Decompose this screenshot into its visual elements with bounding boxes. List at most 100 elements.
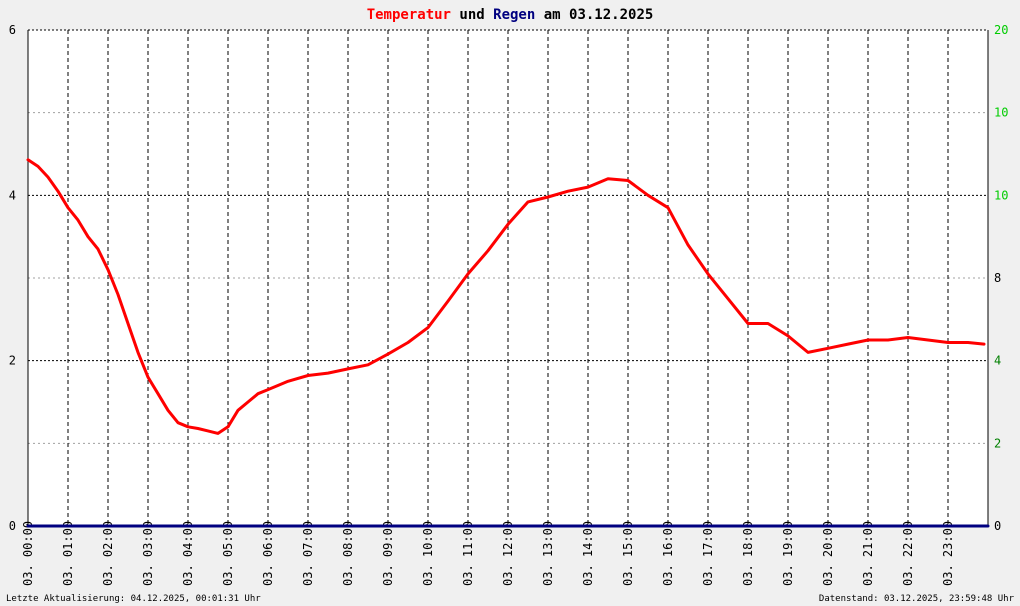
x-tick-label: 03. 23:00 bbox=[941, 521, 955, 586]
temperature-point bbox=[967, 341, 969, 344]
temperature-point bbox=[707, 273, 709, 275]
temperature-point bbox=[137, 351, 139, 354]
temperature-point bbox=[907, 336, 909, 339]
left-tick-label: 4 bbox=[9, 188, 16, 202]
temperature-point bbox=[147, 376, 149, 379]
footer-last-update: Letzte Aktualisierung: 04.12.2025, 00:01… bbox=[6, 594, 261, 604]
right-tick-label: 10 bbox=[994, 106, 1008, 120]
x-tick-label: 03. 17:00 bbox=[701, 521, 715, 586]
chart-title: Temperatur und Regen am 03.12.2025 bbox=[367, 7, 654, 23]
temperature-point bbox=[927, 339, 929, 341]
temperature-point bbox=[567, 190, 569, 192]
temperature-point bbox=[307, 374, 309, 377]
left-tick-label: 2 bbox=[9, 354, 16, 368]
temperature-point bbox=[267, 388, 269, 391]
temperature-point bbox=[667, 206, 669, 209]
temperature-point bbox=[67, 206, 69, 209]
x-tick-label: 03. 11:00 bbox=[461, 521, 475, 586]
left-axis-ticks: 0 2 4 6 bbox=[9, 23, 16, 533]
temperature-point bbox=[367, 364, 369, 366]
grid bbox=[27, 29, 989, 526]
series-layer bbox=[26, 158, 990, 528]
x-tick-label: 03. 04:00 bbox=[181, 521, 195, 586]
temperature-point bbox=[237, 409, 239, 412]
x-tick-label: 03. 08:00 bbox=[341, 521, 355, 586]
x-tick-label: 03. 12:00 bbox=[501, 521, 515, 586]
right-tick-label: 8 bbox=[994, 271, 1001, 285]
temperature-point bbox=[547, 196, 549, 198]
temperature-point bbox=[867, 339, 869, 341]
temperature-point bbox=[787, 335, 789, 337]
temperature-point bbox=[347, 368, 349, 370]
temperature-point bbox=[527, 201, 529, 203]
x-axis-ticks: 03. 00:00 03. 01:00 03. 02:00 03. 03:00 03. … bbox=[21, 521, 955, 586]
temperature-point bbox=[57, 190, 59, 192]
temperature-point bbox=[467, 273, 469, 275]
temperature-point bbox=[107, 268, 109, 271]
temperature-point bbox=[77, 219, 79, 221]
temperature-point bbox=[587, 186, 589, 188]
temperature-point bbox=[887, 339, 889, 341]
x-tick-label: 03. 06:00 bbox=[261, 521, 275, 586]
temperature-point bbox=[127, 322, 129, 325]
left-tick-label: 0 bbox=[9, 519, 16, 533]
temperature-point bbox=[387, 353, 389, 355]
temperature-point bbox=[257, 392, 259, 395]
x-tick-label: 03. 20:00 bbox=[821, 521, 835, 586]
temperature-point bbox=[157, 392, 159, 395]
temperature-point bbox=[447, 300, 449, 302]
temperature-point bbox=[647, 194, 649, 197]
temperature-point bbox=[37, 165, 39, 168]
right-tick-label: 10 bbox=[994, 188, 1008, 202]
temperature-point bbox=[847, 343, 849, 345]
temperature-point bbox=[427, 326, 429, 329]
temperature-point bbox=[167, 409, 169, 412]
right-tick-label: 2 bbox=[994, 436, 1001, 450]
temperature-point bbox=[983, 343, 985, 345]
left-tick-label: 6 bbox=[9, 23, 16, 37]
right-tick-label: 4 bbox=[994, 354, 1001, 368]
temperature-point bbox=[747, 322, 749, 325]
title-date: am 03.12.2025 bbox=[535, 7, 653, 23]
x-tick-label: 03. 01:00 bbox=[61, 521, 75, 586]
temperature-point bbox=[767, 322, 769, 325]
temperature-point bbox=[687, 244, 689, 246]
temperature-point bbox=[177, 421, 179, 424]
temperature-point bbox=[207, 430, 209, 432]
temperature-point bbox=[187, 426, 189, 428]
x-tick-label: 03. 15:00 bbox=[621, 521, 635, 586]
title-and: und bbox=[451, 7, 493, 23]
x-tick-label: 03. 21:00 bbox=[861, 521, 875, 586]
x-tick-label: 03. 05:00 bbox=[221, 521, 235, 586]
x-tick-label: 03. 22:00 bbox=[901, 521, 915, 586]
temperature-point bbox=[247, 401, 249, 403]
temperature-point bbox=[47, 176, 49, 178]
x-tick-label: 03. 09:00 bbox=[381, 521, 395, 586]
temperature-point bbox=[627, 179, 629, 182]
x-tick-label: 03. 18:00 bbox=[741, 521, 755, 586]
temperature-point bbox=[327, 372, 329, 374]
temperature-point bbox=[97, 248, 99, 250]
right-tick-label: 0 bbox=[994, 519, 1001, 533]
x-tick-label: 03. 10:00 bbox=[421, 521, 435, 586]
x-tick-label: 03. 00:00 bbox=[21, 521, 35, 586]
x-tick-label: 03. 07:00 bbox=[301, 521, 315, 586]
temperature-point bbox=[487, 249, 489, 252]
x-tick-label: 03. 03:00 bbox=[141, 521, 155, 586]
title-temperature: Temperatur bbox=[367, 7, 451, 23]
x-tick-label: 03. 19:00 bbox=[781, 521, 795, 586]
x-tick-label: 03. 14:00 bbox=[581, 521, 595, 586]
temperature-point bbox=[197, 427, 199, 430]
right-axis-ticks: 0 2 4 8 10 10 20 bbox=[994, 23, 1008, 533]
temperature-point bbox=[807, 351, 809, 354]
x-tick-label: 03. 02:00 bbox=[101, 521, 115, 586]
temperature-point bbox=[727, 297, 729, 300]
title-rain: Regen bbox=[493, 7, 535, 23]
temperature-point bbox=[607, 178, 609, 180]
x-tick-label: 03. 13:00 bbox=[541, 521, 555, 586]
temperature-point bbox=[217, 432, 219, 435]
footer-data-status: Datenstand: 03.12.2025, 23:59:48 Uhr bbox=[819, 594, 1015, 604]
temperature-point bbox=[27, 158, 29, 161]
temperature-point bbox=[947, 341, 949, 344]
